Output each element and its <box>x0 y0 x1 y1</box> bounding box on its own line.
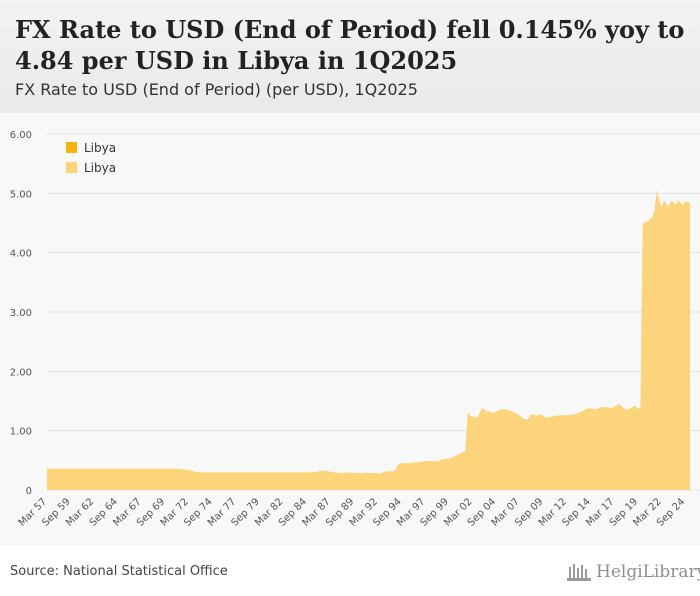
chart-subtitle: FX Rate to USD (End of Period) (per USD)… <box>15 80 418 99</box>
page-title: FX Rate to USD (End of Period) fell 0.14… <box>15 15 685 75</box>
y-tick-label: 1.00 <box>10 427 32 438</box>
legend-swatch <box>66 162 77 173</box>
legend-label: Libya <box>84 161 116 175</box>
series-area-libya <box>47 190 690 490</box>
y-tick-label: 3.00 <box>10 308 32 319</box>
header: FX Rate to USD (End of Period) fell 0.14… <box>0 0 700 113</box>
logo-text: HelgiLibrary <box>596 562 700 582</box>
y-tick-label: 6.00 <box>10 130 32 141</box>
y-tick-label: 2.00 <box>10 367 32 378</box>
y-tick-label: 4.00 <box>10 249 32 260</box>
library-icon <box>567 564 591 581</box>
y-tick-label: 0 <box>26 486 32 497</box>
y-tick-label: 5.00 <box>10 189 32 200</box>
legend-swatch <box>66 142 77 153</box>
helgi-library-logo: HelgiLibrary <box>566 560 700 584</box>
chart-area: 0 1.00 2.00 3.00 4.00 5.00 6.00 Mar 57 Sep 59 Mar… <box>0 113 700 545</box>
legend-label: Libya <box>84 141 116 155</box>
source-note: Source: National Statistical Office <box>10 564 228 579</box>
